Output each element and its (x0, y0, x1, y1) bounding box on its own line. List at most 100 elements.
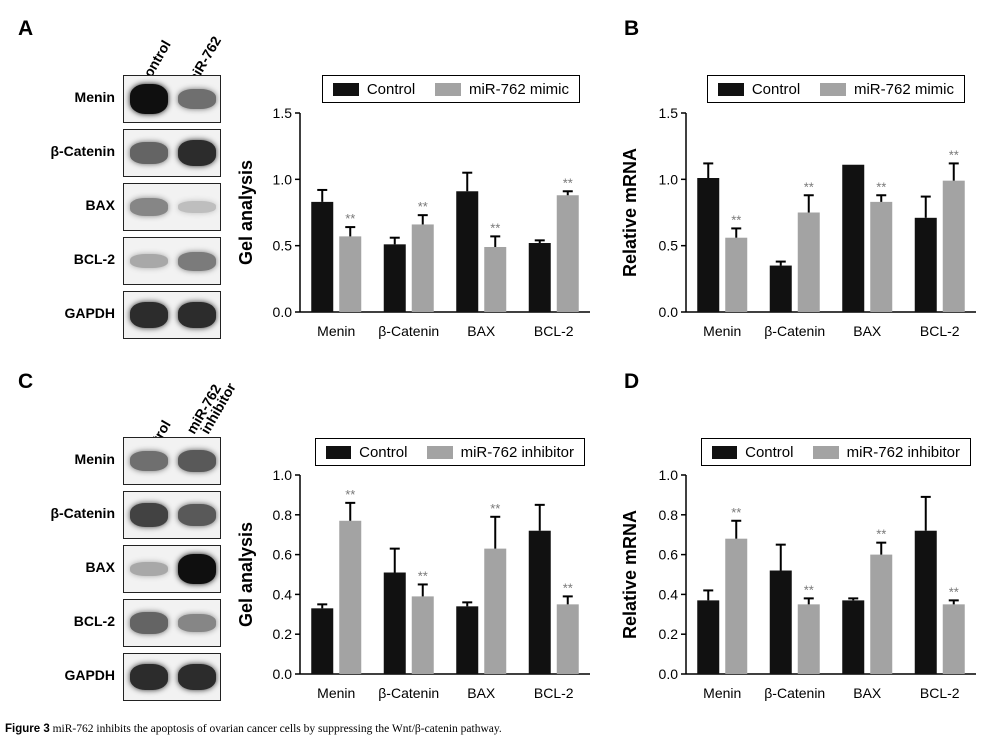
blot-band (178, 200, 216, 214)
figure-caption: Figure 3 miR-762 inhibits the apoptosis … (5, 723, 502, 735)
blot-label: Menin (74, 451, 115, 467)
x-tick-label: BCL-2 (534, 685, 574, 701)
bar (942, 180, 965, 312)
y-tick-label: 1.0 (273, 467, 293, 483)
blot-image (123, 183, 221, 231)
legend: Control miR-762 inhibitor (701, 438, 971, 466)
y-tick-label: 0.5 (273, 238, 293, 254)
significance-marker: ** (418, 199, 428, 214)
significance-marker: ** (345, 487, 355, 502)
panel-letter-a: A (18, 17, 34, 40)
bar (311, 608, 334, 674)
y-tick-label: 1.0 (273, 171, 293, 187)
blot-band (178, 614, 216, 632)
blot-band (130, 561, 168, 577)
y-tick-label: 0.4 (659, 586, 679, 602)
blot-label: GAPDH (64, 305, 115, 321)
bar (456, 191, 479, 312)
blot-band (130, 142, 168, 164)
blot-band (178, 449, 216, 473)
y-tick-label: 1.5 (659, 105, 679, 121)
legend: Control miR-762 mimic (707, 75, 965, 103)
blot-image (123, 491, 221, 539)
y-axis-label: Gel analysis (236, 160, 256, 265)
blot-band (130, 450, 168, 472)
y-tick-label: 0.0 (273, 666, 293, 682)
bar (456, 606, 479, 674)
blot-band (130, 301, 168, 329)
blot-band (178, 503, 216, 527)
blot-label: BCL-2 (73, 613, 115, 629)
blot-label: BAX (85, 559, 115, 575)
legend-label: miR-762 inhibitor (846, 443, 960, 461)
y-tick-label: 0.2 (273, 626, 293, 642)
blot-image (123, 653, 221, 701)
bar (528, 243, 551, 312)
x-tick-label: β-Catenin (764, 685, 825, 701)
bar (556, 604, 579, 674)
significance-marker: ** (949, 147, 959, 162)
y-tick-label: 0.6 (273, 547, 293, 563)
caption-label: Figure 3 (5, 723, 50, 735)
bar (725, 237, 748, 312)
legend-label: Control (745, 443, 794, 461)
panel-letter-b: B (624, 17, 640, 40)
blot-image (123, 75, 221, 123)
blot-label: β-Catenin (50, 143, 115, 159)
bar (842, 600, 865, 674)
bar (797, 212, 820, 312)
legend: Control miR-762 inhibitor (315, 438, 585, 466)
legend-swatch (435, 82, 461, 96)
blot-label: GAPDH (64, 667, 115, 683)
legend-label: miR-762 mimic (853, 80, 954, 98)
blot-band (130, 253, 168, 269)
legend-swatch (813, 445, 839, 459)
blot-band (130, 612, 168, 634)
x-tick-label: BCL-2 (920, 685, 960, 701)
y-tick-label: 1.0 (659, 467, 679, 483)
x-tick-label: β-Catenin (378, 323, 439, 339)
blot-band (130, 84, 168, 114)
blot-label: BCL-2 (73, 251, 115, 267)
legend-label: miR-762 inhibitor (460, 443, 574, 461)
legend-swatch (820, 82, 846, 96)
bar (556, 195, 579, 312)
blot-image (123, 291, 221, 339)
y-tick-label: 0.8 (273, 507, 293, 523)
significance-marker: ** (345, 211, 355, 226)
significance-marker: ** (876, 527, 886, 542)
bar (942, 604, 965, 674)
bar (383, 572, 406, 674)
blot-image (123, 437, 221, 485)
bar (842, 164, 865, 312)
x-tick-label: β-Catenin (378, 685, 439, 701)
y-tick-label: 1.0 (659, 171, 679, 187)
y-tick-label: 0.0 (273, 304, 293, 320)
y-tick-label: 0.2 (659, 626, 679, 642)
blot-label: β-Catenin (50, 505, 115, 521)
legend-label: Control (366, 80, 416, 98)
bar (484, 548, 507, 674)
x-tick-label: Menin (703, 323, 741, 339)
bar (725, 538, 748, 674)
x-tick-label: BAX (467, 323, 496, 339)
bar (339, 520, 362, 674)
bar (528, 530, 551, 674)
significance-marker: ** (731, 505, 741, 520)
y-tick-label: 0.0 (659, 666, 679, 682)
y-tick-label: 1.5 (273, 105, 293, 121)
bar (383, 244, 406, 312)
y-tick-label: 0.5 (659, 238, 679, 254)
bar (311, 201, 334, 312)
x-tick-label: BAX (853, 685, 882, 701)
x-tick-label: Menin (317, 685, 355, 701)
bar (484, 246, 507, 312)
significance-marker: ** (949, 584, 959, 599)
x-tick-label: Menin (703, 685, 741, 701)
bar (870, 201, 893, 312)
panel-letter-c: C (18, 370, 34, 393)
panel-letter-d: D (624, 370, 640, 393)
legend: Control miR-762 mimic (322, 75, 580, 103)
